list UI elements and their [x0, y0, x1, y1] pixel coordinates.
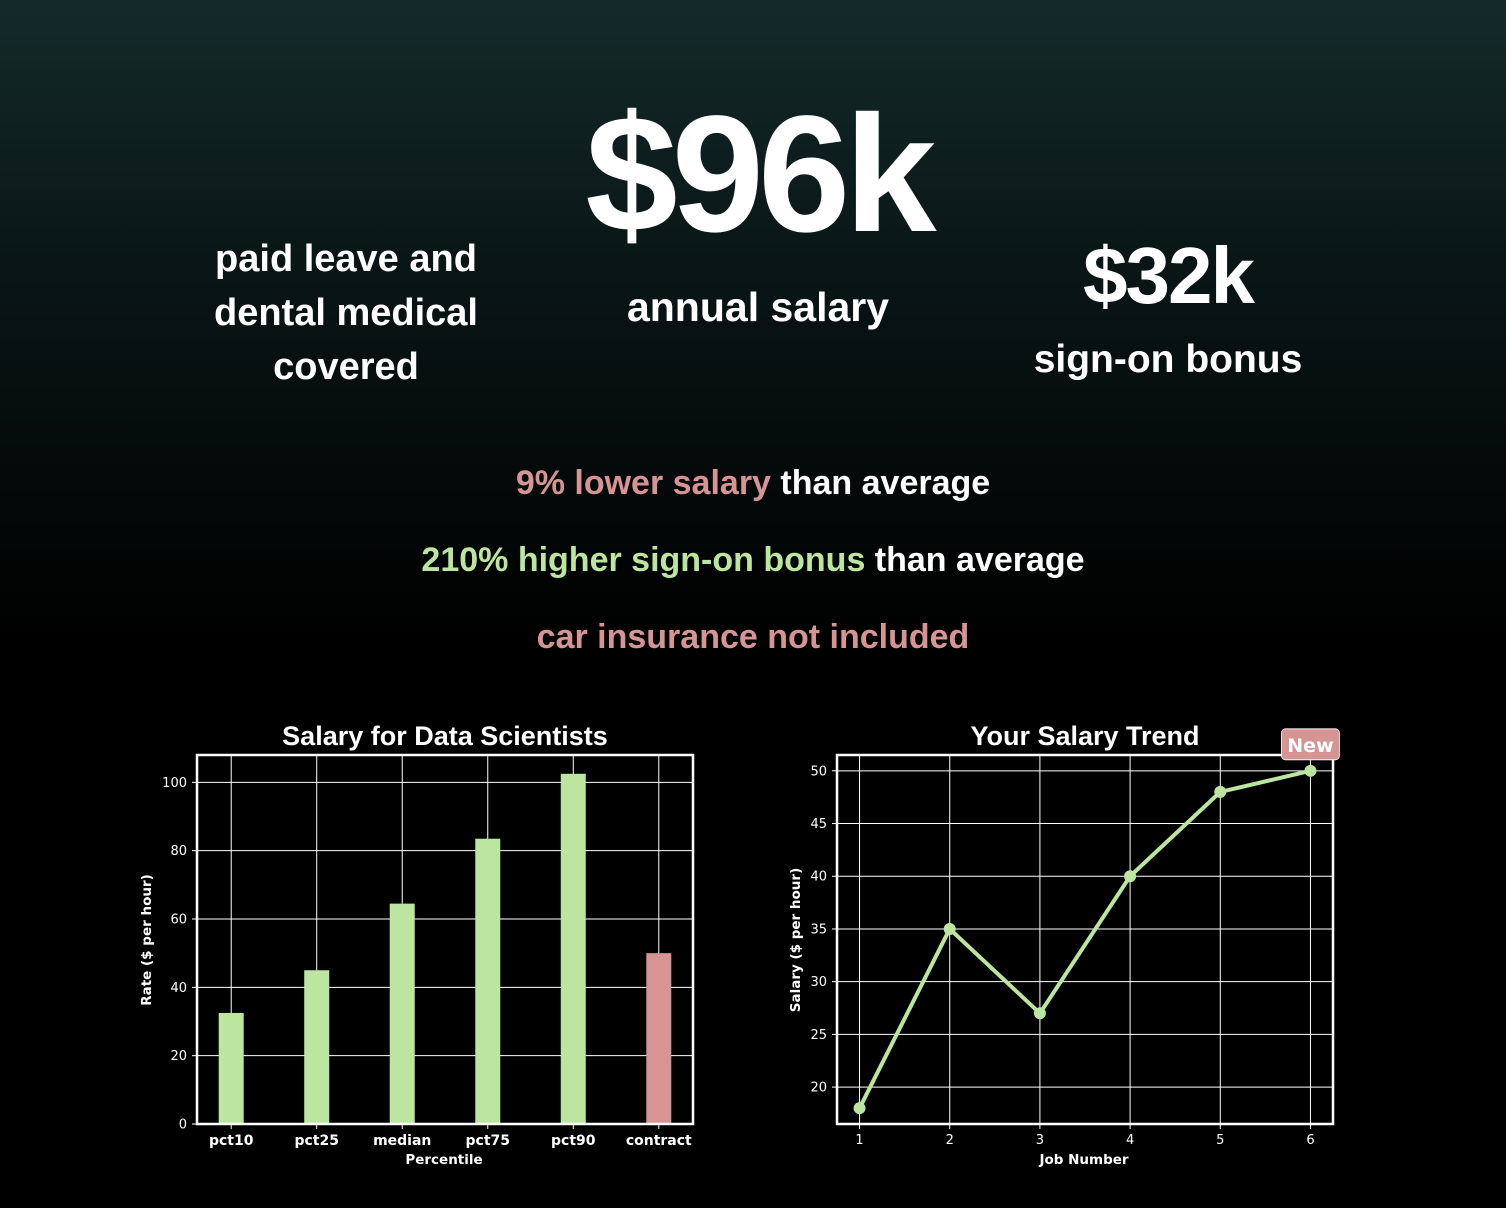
line-x-tick-label: 4 — [1126, 1133, 1134, 1148]
new-badge — [1281, 728, 1340, 761]
bar-pct25 — [304, 970, 330, 1124]
line-x-tick-label: 5 — [1216, 1133, 1224, 1148]
annual-salary-label: annual salary — [626, 284, 890, 330]
new-badge-label: New — [1287, 735, 1333, 757]
bar-x-tick-label: pct90 — [551, 1133, 596, 1149]
bonus-comparison: 210% higher sign-on bonus than average — [0, 541, 1506, 580]
line-y-tick-label: 20 — [810, 1081, 827, 1096]
salary-trend-point — [853, 1102, 866, 1115]
bar-x-tick-label: pct25 — [294, 1133, 339, 1149]
line-y-tick-label: 50 — [810, 764, 827, 779]
bar-median — [389, 903, 415, 1124]
bar-contract — [646, 953, 672, 1124]
salary-comparison: 9% lower salary than average — [0, 464, 1506, 503]
insurance-note: car insurance not included — [0, 618, 1506, 657]
salary-trend-point — [1124, 870, 1137, 883]
benefits-line: covered — [273, 346, 419, 388]
salary-trend-point — [1304, 764, 1317, 777]
bar-chart: Salary for Data Scientists 0 20 40 60 80 100 p… — [139, 721, 695, 1168]
salary-trend-point — [943, 922, 956, 935]
line-y-axis-label: Salary ($ per hour) — [788, 868, 804, 1013]
salary-trend-line — [857, 768, 1311, 1110]
line-x-tick-label: 2 — [946, 1133, 954, 1148]
line-x-tick-label: 1 — [855, 1133, 863, 1148]
salary-trend-point — [1033, 1007, 1046, 1020]
sign-on-bonus-value: $32k — [1083, 231, 1255, 320]
bar-y-axis-label: Rate ($ per hour) — [139, 874, 155, 1006]
salary-trend-point — [1214, 785, 1227, 798]
bar-plot-frame — [195, 753, 695, 1126]
bar-y-tick-label: 60 — [170, 913, 187, 928]
line-x-tick-label: 6 — [1306, 1133, 1314, 1148]
comparison-rest: than average — [865, 541, 1085, 579]
bar-x-tick-label: median — [373, 1133, 431, 1149]
bar-y-tick-label: 100 — [162, 776, 187, 791]
benefits-line: dental medical — [214, 292, 478, 334]
comparison-rest: than average — [770, 464, 991, 502]
comparison-highlight: 9% lower salary — [515, 464, 771, 502]
bar-y-tick-label: 40 — [170, 981, 187, 996]
line-plot-frame — [835, 753, 1335, 1126]
bar-pct90 — [560, 773, 586, 1124]
line-y-tick-label: 30 — [810, 975, 827, 990]
annual-salary-value: $96k — [585, 82, 936, 267]
bar-pct10 — [218, 1012, 244, 1124]
benefits-text: paid leave and dental medical covered — [160, 232, 532, 394]
bar-x-tick-label: contract — [626, 1133, 692, 1149]
benefits-line: paid leave and — [215, 238, 477, 280]
line-y-tick-label: 25 — [810, 1028, 827, 1043]
line-y-tick-label: 35 — [810, 922, 827, 937]
sign-on-bonus-label: sign-on bonus — [1033, 338, 1303, 381]
comparison-highlight: 210% higher sign-on bonus — [421, 541, 866, 579]
line-y-tick-label: 40 — [810, 870, 827, 885]
bar-y-tick-label: 0 — [179, 1118, 187, 1133]
bar-y-tick-label: 80 — [170, 844, 187, 859]
bar-x-axis-label: Percentile — [405, 1152, 482, 1168]
line-y-tick-label: 45 — [810, 817, 827, 832]
bar-pct75 — [475, 838, 501, 1124]
line-x-tick-label: 3 — [1036, 1133, 1044, 1148]
comparison-highlight: car insurance not included — [536, 618, 970, 656]
line-x-axis-label: Job Number — [1038, 1152, 1128, 1168]
bar-x-tick-label: pct75 — [466, 1133, 511, 1149]
line-chart-title: Your Salary Trend — [970, 721, 1199, 751]
bar-x-tick-label: pct10 — [209, 1133, 254, 1149]
bar-chart-title: Salary for Data Scientists — [282, 721, 608, 751]
bar-y-tick-label: 20 — [170, 1049, 187, 1064]
